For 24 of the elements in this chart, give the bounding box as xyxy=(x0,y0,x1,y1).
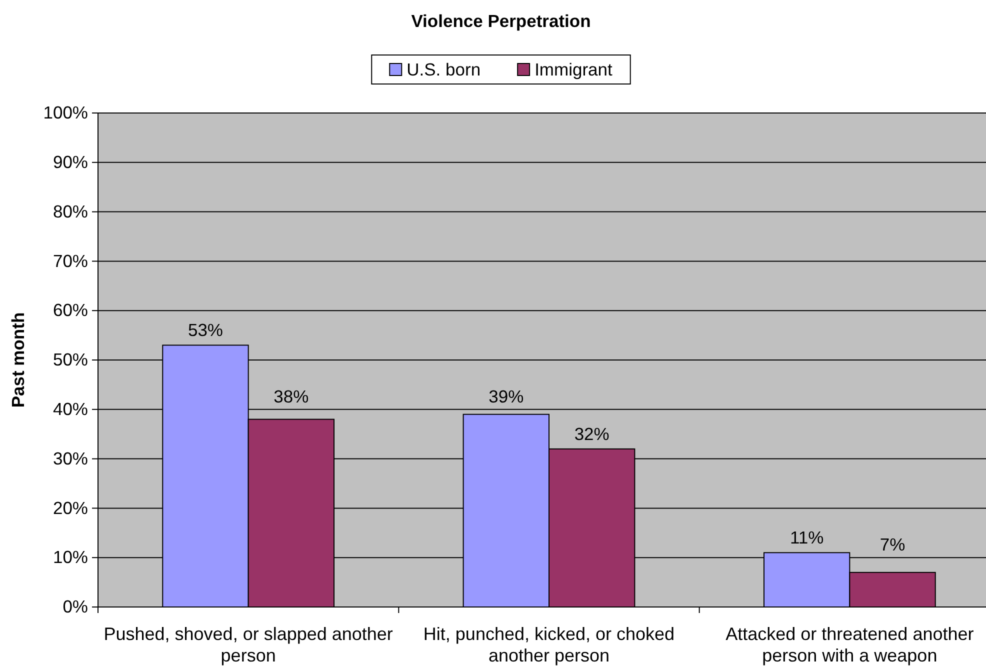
y-tick-label: 70% xyxy=(52,250,88,271)
x-tick-label: Attacked or threatened another person with a weapon xyxy=(726,624,974,666)
y-tick-label: 100% xyxy=(43,102,88,123)
x-tick-label: Pushed, shoved, or slapped another person xyxy=(104,624,393,666)
data-label: 39% xyxy=(488,386,524,406)
y-axis-title: Past month xyxy=(8,312,28,408)
y-tick-label: 20% xyxy=(52,498,88,518)
data-label: 11% xyxy=(790,528,824,548)
chart-title: Violence Perpetration xyxy=(411,11,591,31)
data-label: 32% xyxy=(574,424,610,444)
data-label: 7% xyxy=(880,534,906,555)
y-tick-label: 80% xyxy=(52,201,88,222)
y-tick-label: 10% xyxy=(52,547,88,568)
y-tick-label: 0% xyxy=(62,596,88,617)
y-tick-label: 50% xyxy=(52,350,88,370)
legend-label: U.S. born xyxy=(406,60,481,80)
y-tick-label: 60% xyxy=(52,300,88,320)
data-label: 38% xyxy=(274,386,309,406)
legend-label: Immigrant xyxy=(534,60,612,80)
y-tick-label: 90% xyxy=(52,152,88,172)
x-tick-label: Hit, punched, kicked, or choked another person xyxy=(423,624,675,666)
y-tick-label: 40% xyxy=(52,399,88,419)
data-label: 53% xyxy=(188,320,224,340)
y-tick-label: 30% xyxy=(52,448,88,468)
